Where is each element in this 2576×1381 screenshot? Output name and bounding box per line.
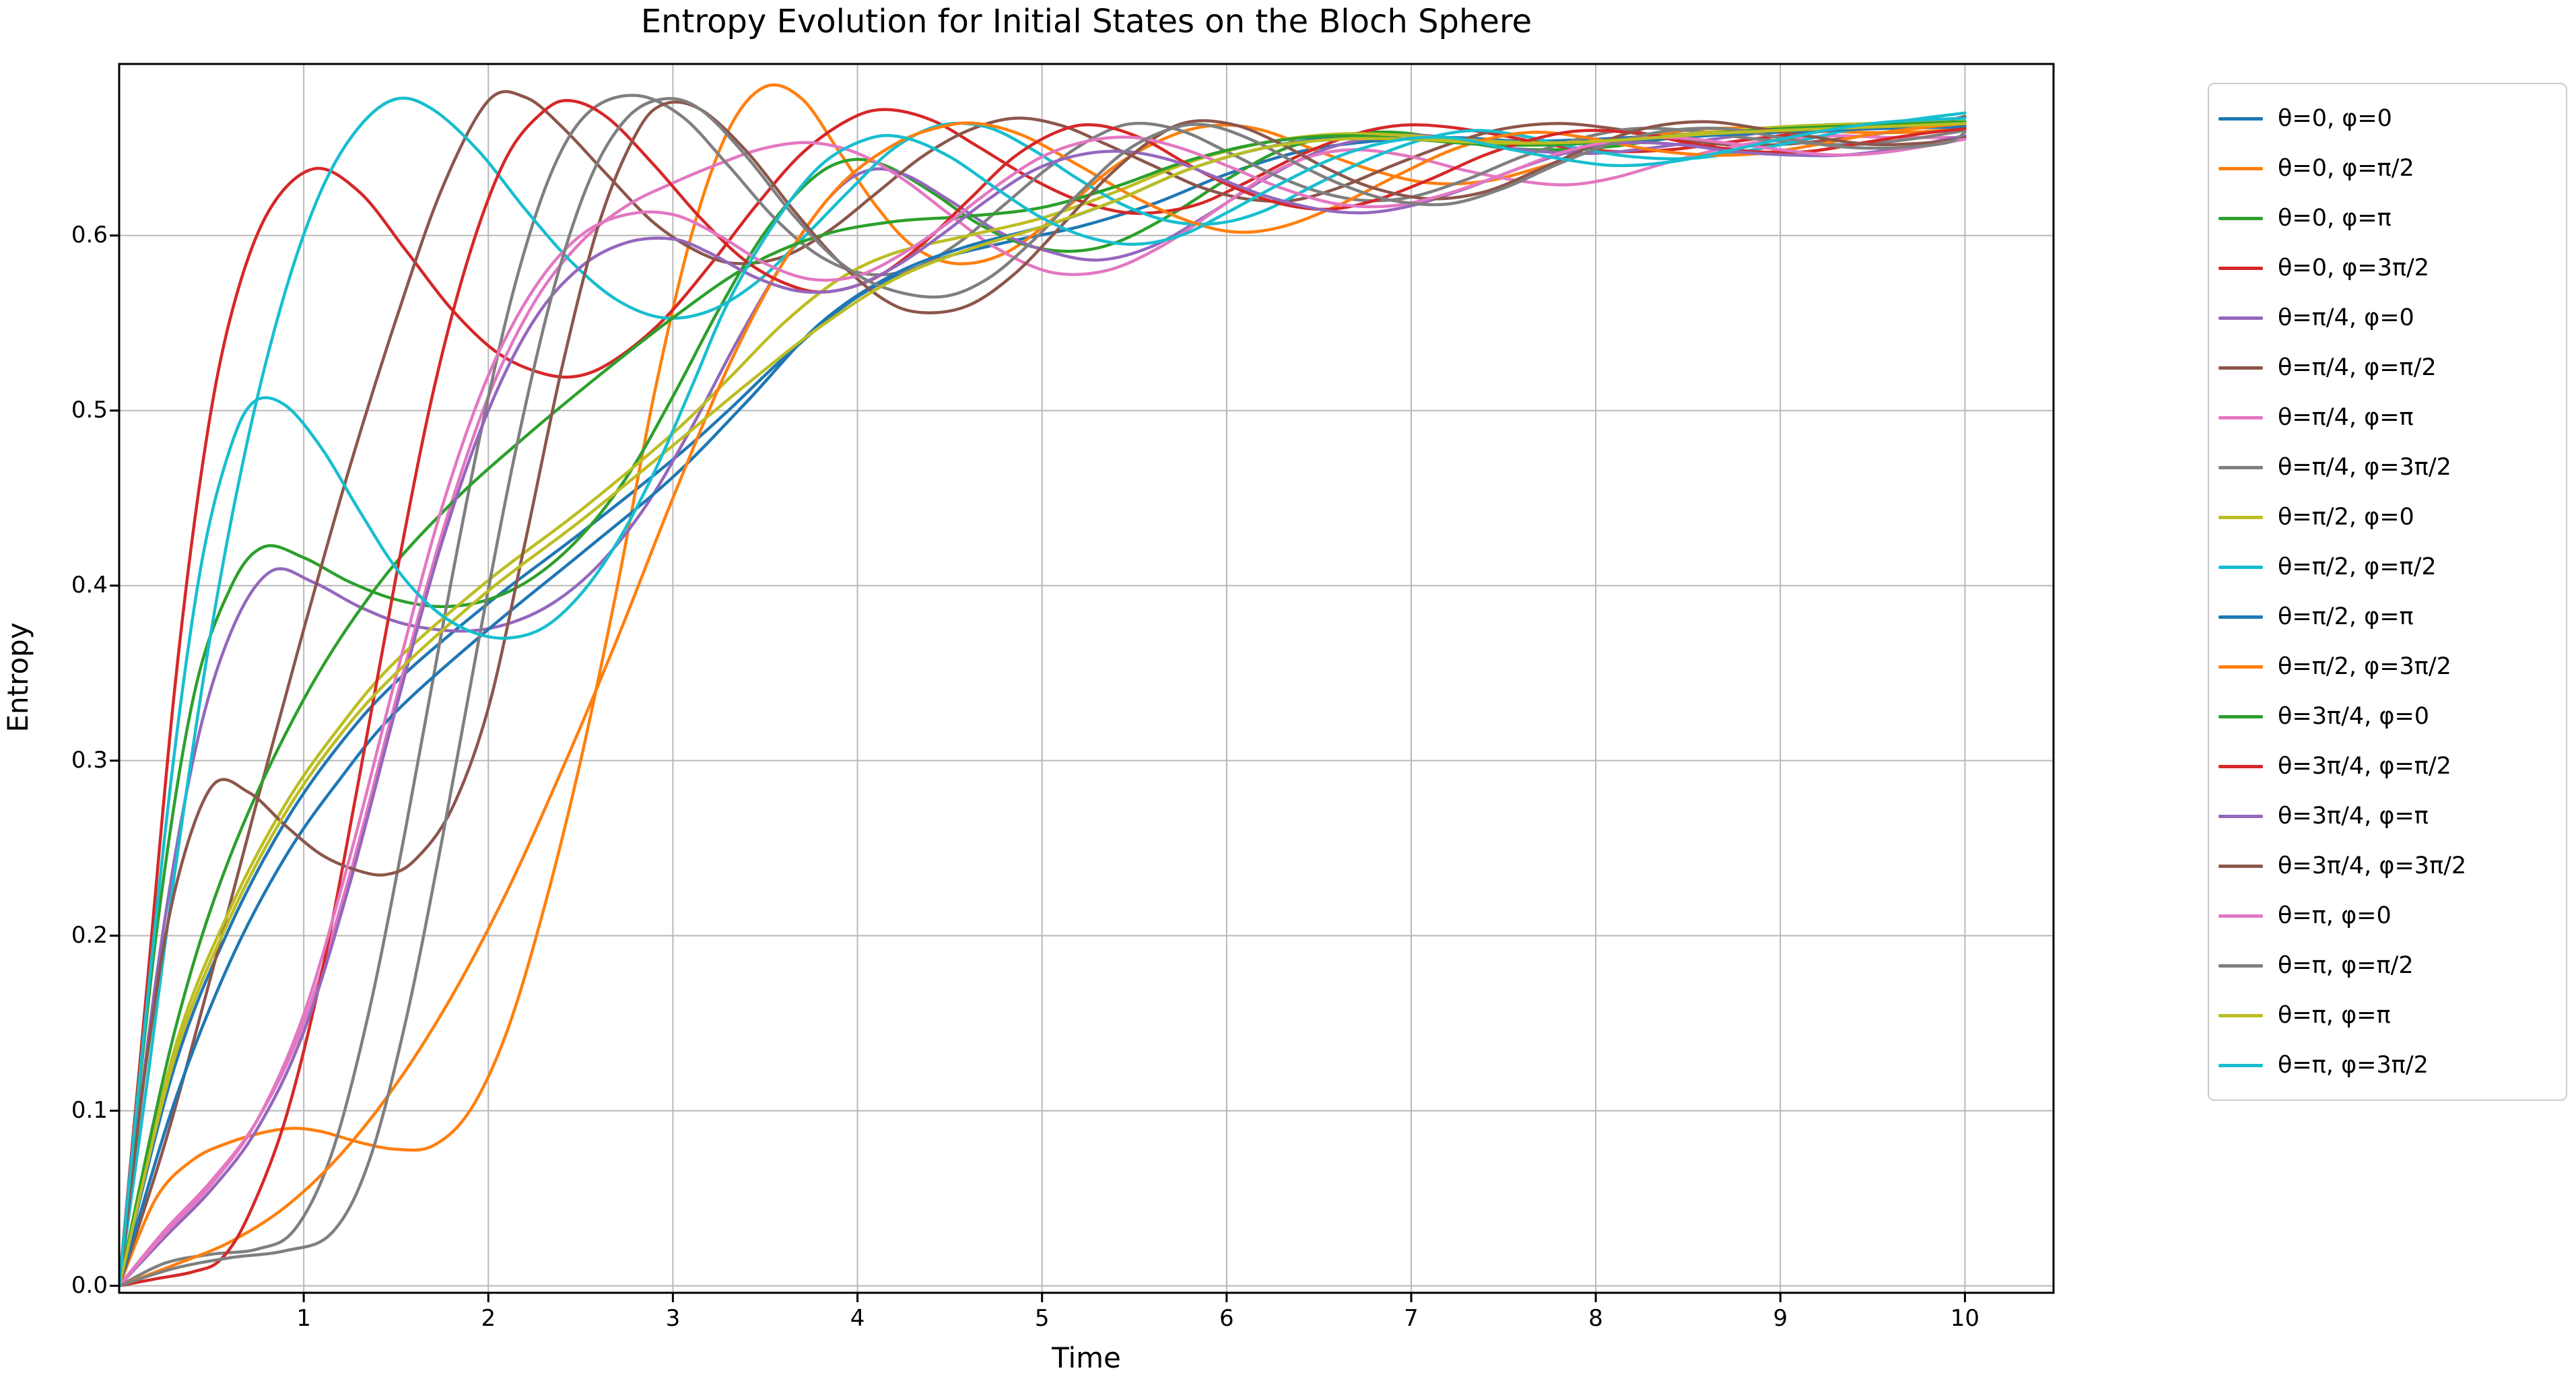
legend-line-swatch [2218,615,2263,619]
legend-item-label: θ=0, φ=0 [2278,105,2392,132]
legend-line-swatch [2218,764,2263,768]
series-line-17 [119,135,1967,1287]
legend-item: θ=3π/4, φ=0 [2209,692,2566,741]
y-tick-label: 0.5 [71,396,108,424]
legend-item: θ=π/2, φ=π/2 [2209,542,2566,592]
series-line-20 [119,116,1967,1287]
series-line-7 [119,134,1967,1287]
y-tick-label: 0.3 [71,746,108,774]
x-tick-label: 6 [1219,1305,1234,1332]
legend-item-label: θ=0, φ=3π/2 [2278,255,2430,281]
legend-item: θ=π, φ=3π/2 [2209,1040,2566,1090]
series-line-4 [119,108,1967,1287]
legend-item: θ=π/2, φ=3π/2 [2209,642,2566,692]
legend-item: θ=π, φ=0 [2209,891,2566,941]
legend-item-label: θ=π/2, φ=π [2278,603,2414,630]
legend-item-label: θ=π, φ=0 [2278,902,2392,929]
x-tick-label: 3 [665,1305,681,1332]
legend-item: θ=0, φ=π/2 [2209,143,2566,193]
legend-line-swatch [2218,1013,2263,1017]
legend-line-swatch [2218,914,2263,918]
legend-line-swatch [2218,565,2263,569]
series-line-19 [119,122,1967,1287]
legend-item-label: θ=3π/4, φ=π [2278,803,2429,830]
x-tick-label: 1 [296,1305,311,1332]
y-tick-label: 0.6 [71,221,108,248]
series-line-12 [119,121,1967,1287]
legend-item: θ=π, φ=π/2 [2209,941,2566,990]
legend-item-label: θ=π, φ=3π/2 [2278,1052,2429,1079]
legend-line-swatch [2218,366,2263,370]
legend-item-label: θ=π, φ=π [2278,1002,2391,1029]
legend-line-swatch [2218,714,2263,718]
legend: θ=0, φ=0 θ=0, φ=π/2 θ=0, φ=π θ=0, φ=3π/2 θ=π… [2208,83,2567,1101]
x-tick-label: 7 [1404,1305,1419,1332]
legend-line-swatch [2218,864,2263,868]
legend-line-swatch [2218,465,2263,469]
y-tick-label: 0.2 [71,921,108,949]
legend-item: θ=3π/4, φ=π/2 [2209,741,2566,791]
legend-item: θ=π/4, φ=π [2209,393,2566,442]
legend-line-swatch [2218,116,2263,121]
y-axis-label: Entropy [1,622,34,733]
legend-line-swatch [2218,166,2263,170]
series-line-8 [119,94,1967,1287]
legend-item-label: θ=π/2, φ=3π/2 [2278,653,2451,680]
legend-line-swatch [2218,665,2263,669]
legend-line-swatch [2218,814,2263,818]
x-tick-label: 4 [850,1305,865,1332]
x-axis-label: Time [1052,1341,1121,1374]
legend-item-label: θ=0, φ=π/2 [2278,155,2414,182]
x-tick-label: 5 [1034,1305,1050,1332]
legend-item-label: θ=π/2, φ=π/2 [2278,553,2437,580]
legend-item: θ=0, φ=3π/2 [2209,243,2566,293]
legend-item: θ=π/4, φ=3π/2 [2209,442,2566,492]
x-tick-label: 9 [1773,1305,1788,1332]
legend-line-swatch [2218,1063,2263,1067]
legend-item: θ=π/4, φ=π/2 [2209,343,2566,393]
legend-item-label: θ=π/2, φ=0 [2278,504,2414,531]
legend-item-label: θ=π/4, φ=π/2 [2278,354,2437,381]
series-line-6 [119,90,1967,1287]
legend-line-swatch [2218,415,2263,419]
legend-item: θ=π/2, φ=π [2209,592,2566,642]
legend-item-label: θ=π/4, φ=3π/2 [2278,454,2451,481]
legend-item: θ=0, φ=π [2209,193,2566,243]
legend-item-label: θ=3π/4, φ=π/2 [2278,753,2451,780]
y-tick-label: 0.4 [71,571,108,599]
legend-item: θ=3π/4, φ=π [2209,791,2566,841]
legend-item-label: θ=0, φ=π [2278,205,2392,232]
x-tick-label: 10 [1950,1305,1980,1332]
x-tick-label: 8 [1588,1305,1603,1332]
series-line-18 [119,97,1967,1287]
legend-line-swatch [2218,964,2263,968]
legend-item: θ=π, φ=π [2209,990,2566,1040]
legend-item-label: θ=π/4, φ=π [2278,404,2414,431]
plot-border [118,63,2055,1294]
legend-item: θ=π/4, φ=0 [2209,293,2566,343]
chart-title: Entropy Evolution for Initial States on … [640,3,1532,40]
x-tick-label: 2 [481,1305,496,1332]
legend-item: θ=π/2, φ=0 [2209,492,2566,542]
legend-item-label: θ=π/4, φ=0 [2278,304,2414,331]
legend-line-swatch [2218,316,2263,320]
series-line-2 [119,83,1967,1287]
legend-item-label: θ=π, φ=π/2 [2278,952,2414,979]
legend-item-label: θ=3π/4, φ=0 [2278,703,2430,730]
legend-item: θ=3π/4, φ=3π/2 [2209,841,2566,891]
y-tick-label: 0.0 [71,1271,108,1299]
legend-item: θ=0, φ=0 [2209,94,2566,143]
legend-line-swatch [2218,216,2263,220]
legend-line-swatch [2218,515,2263,519]
legend-item-label: θ=3π/4, φ=3π/2 [2278,852,2467,879]
legend-line-swatch [2218,266,2263,270]
y-tick-label: 0.1 [71,1096,108,1124]
